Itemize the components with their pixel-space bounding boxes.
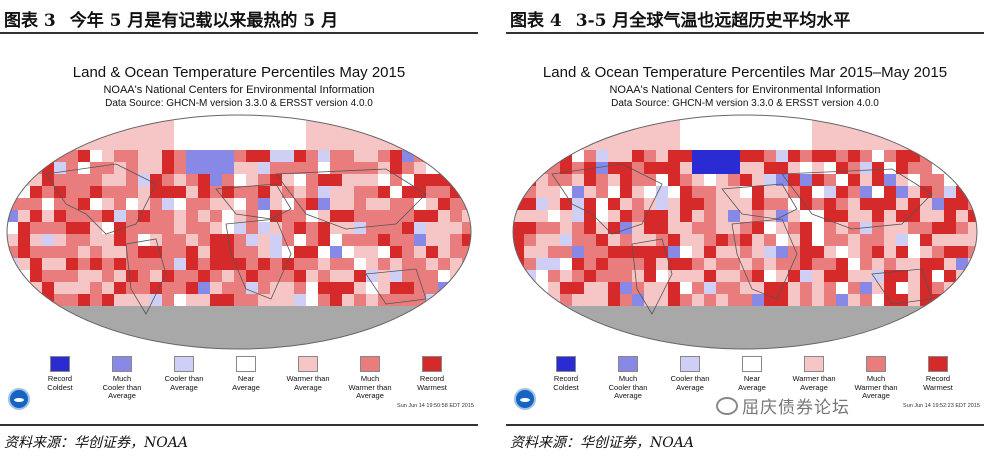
figure-caption: 图表 4 3-5 月全球气温也远超历史平均水平 [510,6,850,31]
legend-swatch [174,356,194,372]
legend-swatch [236,356,256,372]
footer-source: 资料来源：华创证券，NOAA [4,435,188,451]
legend-item: Cooler than Average [660,356,720,392]
legend-label: Near Average [738,374,766,392]
legend-label: Record Coldest [553,374,579,392]
map-title: Land & Ocean Temperature Percentiles May… [72,64,406,81]
legend-item: Much Cooler than Average [598,356,658,401]
legend-label: Near Average [232,374,260,392]
legend-label: Warmer than Average [286,374,330,392]
map-subtitle: NOAA's National Centers for Environmenta… [103,84,375,96]
noaa-percentile-figure: Land & Ocean Temperature Percentiles May… [0,40,478,418]
noaa-percentile-figure: Land & Ocean Temperature Percentiles Mar… [506,40,984,418]
wechat-watermark: 屈庆债券论坛 [716,393,850,418]
legend-item: Cooler than Average [154,356,214,392]
legend-item: Record Warmest [908,356,968,392]
figure-caption: 图表 3 今年 5 月是有记载以来最热的 5 月 [4,6,338,31]
figure-number: 图表 4 [510,11,562,31]
percentile-world-map [6,114,472,350]
noaa-logo-icon [8,388,30,410]
figure-panel-3: 图表 3 今年 5 月是有记载以来最热的 5 月 Land & Ocean Tem… [0,0,478,458]
legend-item: Record Coldest [30,356,90,392]
legend-swatch [680,356,700,372]
legend-swatch [298,356,318,372]
map-data-source: Data Source: GHCN-M version 3.3.0 & ERSS… [105,98,373,109]
legend-item: Warmer than Average [784,356,844,392]
map-timestamp: Sun Jun 14 19:52:23 EDT 2015 [903,403,980,409]
figure-panel-4: 图表 4 3-5 月全球气温也远超历史平均水平 Land & Ocean Temp… [506,0,984,458]
legend-swatch [360,356,380,372]
legend-swatch [804,356,824,372]
wechat-icon [716,397,738,415]
legend-swatch [112,356,132,372]
legend-label: Warmer than Average [792,374,836,392]
source-rule [0,424,478,426]
footer-source: 资料来源：华创证券，NOAA [510,435,694,451]
percentile-world-map [512,114,978,350]
legend-swatch [50,356,70,372]
figure-caption-text: 3-5 月全球气温也远超历史平均水平 [575,11,851,31]
noaa-logo-icon [514,388,536,410]
legend-swatch [742,356,762,372]
map-timestamp: Sun Jun 14 19:50:58 EDT 2015 [397,403,474,409]
legend-label: Much Warmer than Average [854,374,898,400]
legend-swatch [866,356,886,372]
legend-label: Record Warmest [923,374,953,392]
legend-item: Much Warmer than Average [846,356,906,401]
legend-label: Record Coldest [47,374,73,392]
map-legend: Record Coldest Much Cooler than Average Coole… [30,356,466,400]
map-subtitle: NOAA's National Centers for Environmenta… [609,84,881,96]
source-rule [506,424,984,426]
legend-label: Record Warmest [417,374,447,392]
figure-number: 图表 3 [4,11,56,31]
legend-swatch [556,356,576,372]
legend-item: Much Warmer than Average [340,356,400,401]
map-data-source: Data Source: GHCN-M version 3.3.0 & ERSS… [611,98,879,109]
caption-rule [0,32,478,34]
figure-caption-text: 今年 5 月是有记载以来最热的 5 月 [69,11,339,31]
legend-label: Much Cooler than Average [608,374,648,400]
legend-item: Near Average [216,356,276,392]
legend-label: Cooler than Average [670,374,710,392]
legend-item: Much Cooler than Average [92,356,152,401]
legend-swatch [928,356,948,372]
caption-rule [506,32,984,34]
legend-label: Cooler than Average [164,374,204,392]
legend-label: Much Warmer than Average [348,374,392,400]
map-legend: Record Coldest Much Cooler than Average Coole… [536,356,972,400]
legend-item: Record Warmest [402,356,462,392]
legend-label: Much Cooler than Average [102,374,142,400]
legend-item: Warmer than Average [278,356,338,392]
legend-swatch [618,356,638,372]
legend-item: Near Average [722,356,782,392]
legend-swatch [422,356,442,372]
legend-item: Record Coldest [536,356,596,392]
map-title: Land & Ocean Temperature Percentiles Mar… [542,64,948,81]
watermark-text: 屈庆债券论坛 [742,398,850,418]
